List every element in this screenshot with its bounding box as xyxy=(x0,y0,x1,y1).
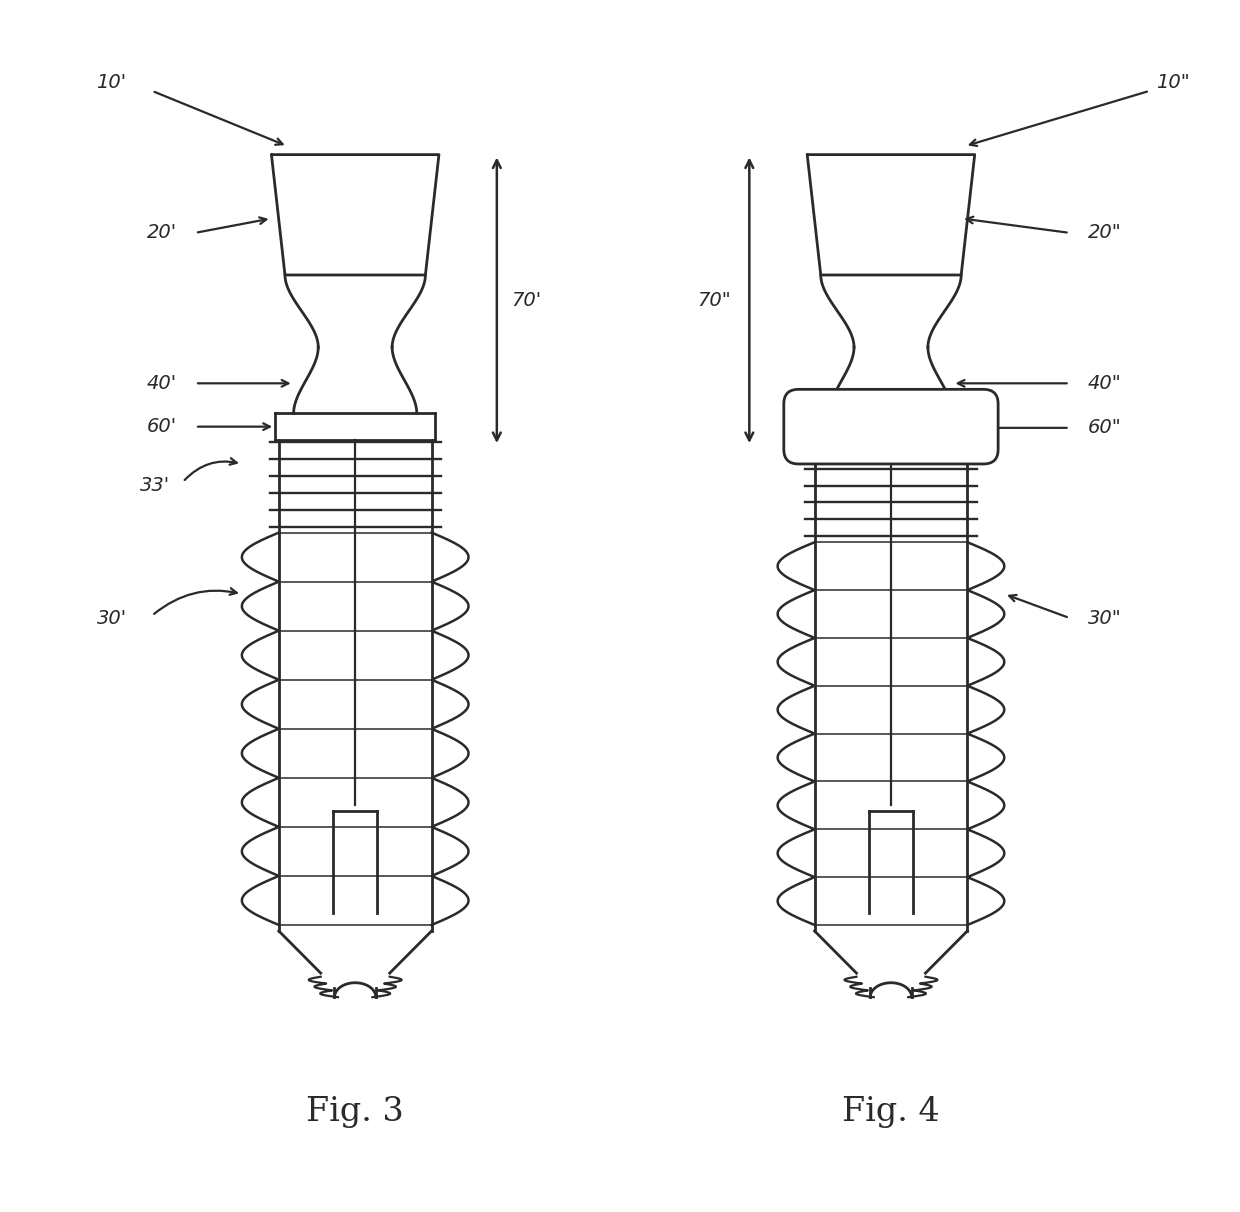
Text: Fig. 3: Fig. 3 xyxy=(306,1096,404,1127)
Text: 60': 60' xyxy=(146,417,176,436)
Text: 40": 40" xyxy=(1087,373,1122,393)
Text: 20': 20' xyxy=(146,223,176,242)
Text: 60": 60" xyxy=(1087,418,1122,438)
Text: 10': 10' xyxy=(97,73,126,92)
FancyBboxPatch shape xyxy=(784,389,998,464)
Text: 33': 33' xyxy=(140,476,170,496)
Text: 30': 30' xyxy=(97,608,126,628)
Text: 40': 40' xyxy=(146,373,176,393)
Text: 70': 70' xyxy=(512,291,542,310)
Text: 20": 20" xyxy=(1087,223,1122,242)
Text: 70": 70" xyxy=(697,291,730,310)
Text: 10": 10" xyxy=(1156,73,1189,92)
Text: 30": 30" xyxy=(1087,608,1122,628)
Text: Fig. 4: Fig. 4 xyxy=(842,1096,940,1127)
